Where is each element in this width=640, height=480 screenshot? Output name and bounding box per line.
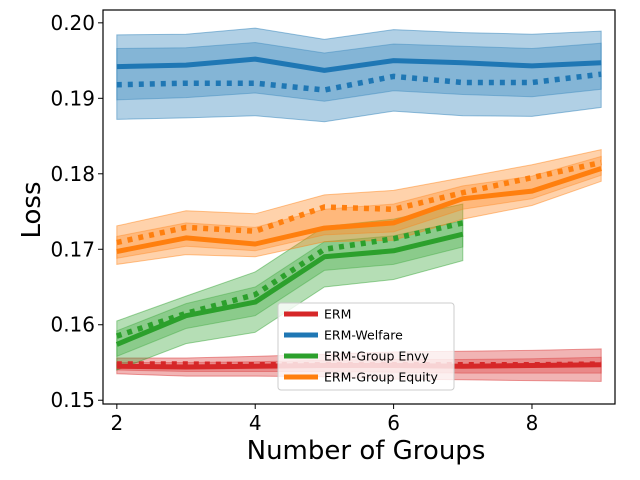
erm-group-envy-band-outer xyxy=(116,203,464,371)
x-tick-label: 6 xyxy=(387,411,400,435)
erm-welfare-band-inner xyxy=(116,41,602,102)
y-tick-label: 0.19 xyxy=(50,86,95,110)
y-tick-label: 0.17 xyxy=(50,237,95,261)
erm-welfare-line xyxy=(116,56,602,73)
legend-label: ERM-Welfare xyxy=(324,328,403,343)
plot-area-frame xyxy=(102,9,616,405)
legend-label: ERM xyxy=(324,307,351,322)
y-tick-label: 0.15 xyxy=(50,388,95,412)
erm-welfare-dotted-line xyxy=(116,71,602,93)
y-tick-label: 0.18 xyxy=(50,162,95,186)
erm-group-equity-band-outer xyxy=(116,148,602,265)
erm-welfare-band-outer xyxy=(116,27,602,123)
x-tick-label: 8 xyxy=(526,411,539,435)
legend-label: ERM-Group Envy xyxy=(324,349,430,364)
x-tick-label: 4 xyxy=(249,411,262,435)
x-axis-title: Number of Groups xyxy=(247,436,486,466)
x-tick-label: 2 xyxy=(110,411,123,435)
x-axis-ticks: 2 4 6 8 xyxy=(110,404,538,435)
y-tick-label: 0.16 xyxy=(50,313,95,337)
y-axis-title: Loss xyxy=(17,181,47,238)
erm-group-equity-line xyxy=(116,166,602,254)
y-axis-ticks: 0.15 0.16 0.17 0.18 0.19 0.20 xyxy=(50,11,103,412)
erm-group-envy-dotted-line xyxy=(115,220,464,339)
legend: ERM ERM-Welfare ERM-Group Envy ERM-Group Eq… xyxy=(277,302,455,391)
y-tick-label: 0.20 xyxy=(50,11,95,35)
legend-label: ERM-Group Equity xyxy=(324,370,438,385)
legend-box xyxy=(277,302,455,391)
erm-group-envy-line xyxy=(115,231,464,347)
